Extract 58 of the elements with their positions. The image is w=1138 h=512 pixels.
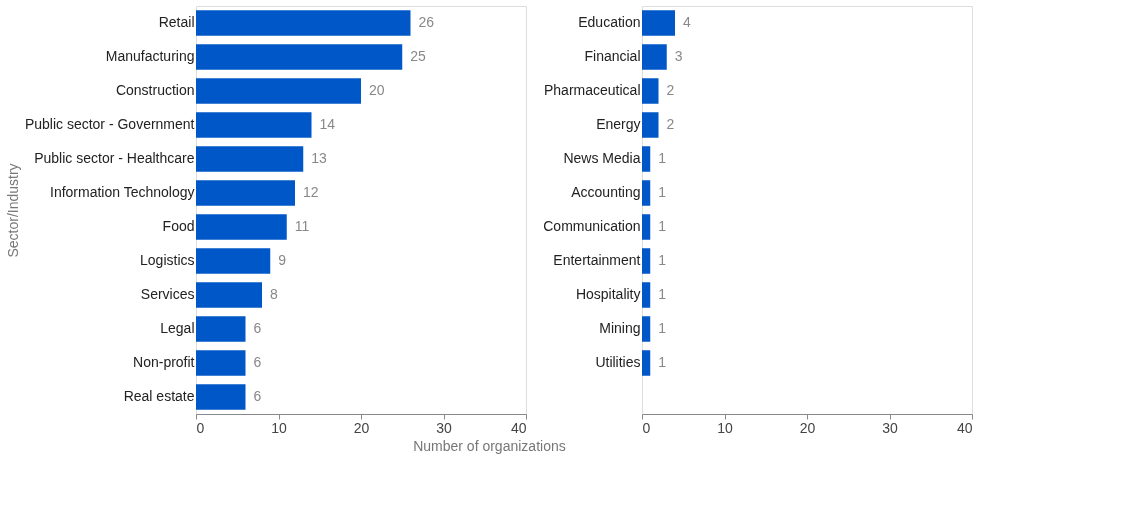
y-tick-label: Non-profit [133, 354, 195, 370]
data-label: 2 [666, 82, 675, 98]
x-tick-label: 0 [196, 419, 205, 436]
y-tick-label: Utilities [595, 354, 641, 370]
x-tick-label: 0 [642, 419, 651, 436]
x-tick-label: 10 [717, 419, 733, 436]
y-tick-label: Hospitality [575, 286, 641, 302]
data-label: 6 [253, 388, 262, 404]
y-tick-label: Entertainment [553, 252, 641, 268]
data-label: 1 [658, 150, 667, 166]
y-tick-label: Real estate [123, 388, 195, 404]
data-label: 1 [658, 320, 667, 336]
data-label: 20 [369, 82, 385, 98]
y-tick-label: News Media [563, 150, 641, 166]
y-tick-label: Public sector - Government [24, 116, 195, 132]
y-tick-label: Manufacturing [105, 48, 195, 64]
x-tick-label: 40 [956, 419, 973, 436]
y-tick-label: Accounting [571, 184, 641, 200]
data-label: 1 [658, 252, 667, 268]
y-tick-label: Logistics [140, 252, 195, 268]
x-tick-label: 20 [353, 419, 370, 436]
x-tick-label: 10 [271, 419, 287, 436]
data-label: 6 [253, 354, 262, 370]
y-tick-label: Energy [596, 116, 641, 132]
data-label: 14 [319, 116, 336, 132]
y-tick-label: Construction [115, 82, 195, 98]
data-label: 4 [683, 14, 691, 30]
y-tick-label: Education [578, 14, 641, 30]
data-label: 12 [303, 184, 319, 200]
y-tick-label: Public sector - Healthcare [34, 150, 195, 166]
x-tick-label: 30 [882, 419, 898, 436]
y-tick-label: Financial [584, 48, 641, 64]
data-label: 9 [278, 252, 287, 268]
data-label: 1 [658, 286, 667, 302]
data-label: 1 [658, 184, 667, 200]
y-tick-label: Information Technology [50, 184, 195, 200]
y-tick-label: Services [140, 286, 195, 302]
data-label: 25 [410, 48, 427, 64]
data-label: 13 [311, 150, 328, 166]
y-tick-label: Retail [158, 14, 195, 30]
data-label: 11 [294, 218, 310, 234]
y-tick-label: Pharmaceutical [544, 82, 641, 98]
y-tick-label: Mining [599, 320, 641, 336]
x-tick-label: 40 [510, 419, 527, 436]
y-tick-label: Communication [543, 218, 641, 234]
data-label: 6 [253, 320, 262, 336]
y-tick-label: Legal [160, 320, 195, 336]
y-tick-label: Food [162, 218, 195, 234]
x-tick-label: 20 [799, 419, 816, 436]
x-axis-title: Number of organizations [413, 437, 566, 454]
data-label: 3 [674, 48, 683, 64]
x-tick-label: 30 [436, 419, 452, 436]
data-label: 8 [270, 286, 278, 302]
data-label: 1 [658, 354, 667, 370]
data-label: 26 [418, 14, 435, 30]
y-axis-title: Sector/Industry [4, 163, 21, 258]
data-label: 1 [658, 218, 667, 234]
data-label: 2 [666, 116, 675, 132]
